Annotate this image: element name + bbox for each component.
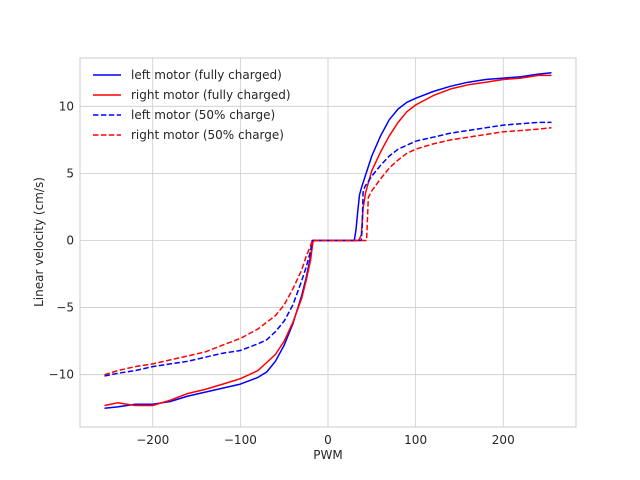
x-tick-labels: −200 −100 0 100 200 (136, 433, 514, 447)
x-tick-label: 200 (492, 433, 515, 447)
x-tick-label: 100 (404, 433, 427, 447)
y-tick-labels: −10 −5 0 5 10 (49, 99, 74, 381)
legend: left motor (fully charged) right motor (f… (93, 68, 291, 142)
y-tick-label: 10 (59, 99, 74, 113)
y-tick-label: 5 (66, 166, 74, 180)
legend-label-1: left motor (fully charged) (131, 68, 282, 82)
series-line-3 (104, 121, 552, 377)
series-line-4 (104, 127, 552, 376)
y-tick-label: −5 (56, 301, 74, 315)
series-group (104, 72, 552, 409)
legend-label-2: right motor (fully charged) (131, 88, 291, 102)
x-axis-label: PWM (313, 448, 342, 462)
x-tick-label: −100 (224, 433, 257, 447)
grid (80, 58, 576, 427)
legend-label-3: left motor (50% charge) (131, 108, 275, 122)
x-tick-label: 0 (324, 433, 332, 447)
y-tick-label: −10 (49, 368, 74, 382)
y-axis-label: Linear velocity (cm/s) (32, 177, 46, 307)
legend-label-4: right motor (50% charge) (131, 128, 284, 142)
plot-frame (79, 57, 577, 428)
y-tick-label: 0 (66, 233, 74, 247)
x-tick-label: −200 (136, 433, 169, 447)
